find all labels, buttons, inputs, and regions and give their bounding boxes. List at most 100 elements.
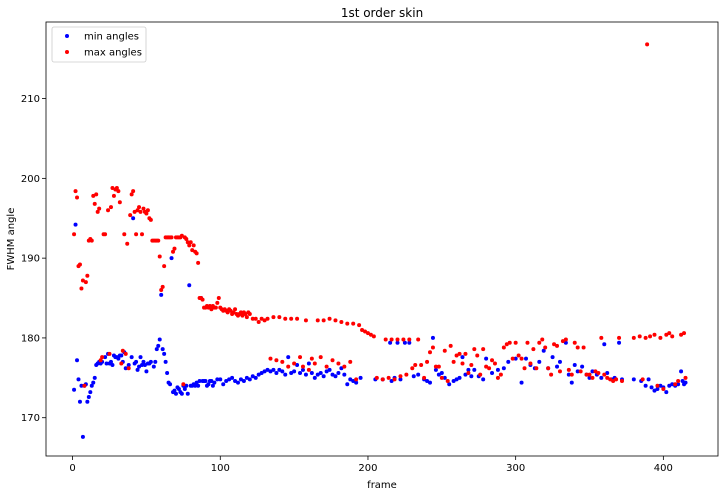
point-min-angles bbox=[345, 382, 350, 387]
point-max-angles bbox=[673, 382, 678, 387]
point-min-angles bbox=[398, 377, 403, 382]
point-min-angles bbox=[76, 377, 81, 382]
point-max-angles bbox=[587, 372, 592, 377]
point-min-angles bbox=[108, 359, 113, 364]
point-min-angles bbox=[575, 369, 580, 374]
point-max-angles bbox=[92, 201, 97, 206]
point-min-angles bbox=[447, 382, 452, 387]
point-max-angles bbox=[581, 345, 586, 350]
point-min-angles bbox=[89, 383, 94, 388]
point-max-angles bbox=[91, 193, 96, 198]
point-min-angles bbox=[580, 364, 585, 369]
point-max-angles bbox=[160, 284, 165, 289]
point-min-angles bbox=[247, 377, 252, 382]
point-min-angles bbox=[141, 359, 146, 364]
point-min-angles bbox=[271, 367, 276, 372]
point-max-angles bbox=[300, 364, 305, 369]
y-tick-label: 200 bbox=[21, 174, 40, 185]
point-max-angles bbox=[243, 311, 248, 316]
point-min-angles bbox=[605, 371, 610, 376]
point-max-angles bbox=[395, 337, 400, 342]
point-min-angles bbox=[104, 361, 109, 366]
point-min-angles bbox=[172, 388, 177, 393]
point-max-angles bbox=[490, 358, 495, 363]
point-max-angles bbox=[383, 337, 388, 342]
point-max-angles bbox=[648, 334, 653, 339]
point-min-angles bbox=[652, 388, 657, 393]
point-max-angles bbox=[225, 310, 230, 315]
point-min-angles bbox=[203, 379, 208, 384]
point-min-angles bbox=[433, 367, 438, 372]
point-max-angles bbox=[342, 364, 347, 369]
point-max-angles bbox=[371, 334, 376, 339]
point-max-angles bbox=[380, 377, 385, 382]
point-max-angles bbox=[94, 192, 99, 197]
point-max-angles bbox=[119, 361, 124, 366]
point-min-angles bbox=[206, 382, 211, 387]
point-max-angles bbox=[108, 205, 113, 210]
point-max-angles bbox=[466, 371, 471, 376]
point-min-angles bbox=[295, 363, 300, 368]
point-min-angles bbox=[563, 340, 568, 345]
point-max-angles bbox=[593, 369, 598, 374]
point-min-angles bbox=[524, 356, 528, 361]
point-max-angles bbox=[181, 382, 186, 387]
point-max-angles bbox=[85, 273, 90, 278]
point-max-angles bbox=[324, 364, 329, 369]
point-min-angles bbox=[256, 372, 261, 377]
point-max-angles bbox=[510, 356, 515, 361]
point-min-angles bbox=[599, 375, 604, 380]
point-max-angles bbox=[563, 337, 568, 342]
point-max-angles bbox=[643, 335, 648, 340]
point-max-angles bbox=[213, 305, 218, 310]
point-min-angles bbox=[649, 385, 654, 390]
point-max-angles bbox=[179, 233, 184, 238]
point-min-angles bbox=[165, 371, 170, 376]
point-max-angles bbox=[351, 321, 356, 326]
point-max-angles bbox=[683, 375, 688, 380]
point-max-angles bbox=[652, 332, 657, 337]
point-min-angles bbox=[428, 380, 432, 385]
point-max-angles bbox=[560, 339, 565, 344]
point-min-angles bbox=[679, 369, 684, 374]
point-min-angles bbox=[119, 353, 124, 358]
point-min-angles bbox=[75, 358, 80, 363]
point-min-angles bbox=[236, 380, 240, 385]
point-min-angles bbox=[555, 364, 560, 369]
point-min-angles bbox=[215, 377, 220, 382]
point-max-angles bbox=[661, 386, 666, 391]
point-max-angles bbox=[410, 366, 415, 371]
point-max-angles bbox=[433, 364, 438, 369]
point-max-angles bbox=[501, 345, 506, 350]
point-max-angles bbox=[256, 319, 261, 324]
point-max-angles bbox=[682, 331, 687, 336]
point-min-angles bbox=[162, 351, 167, 356]
point-min-angles bbox=[80, 434, 85, 439]
point-max-angles bbox=[148, 217, 153, 222]
point-max-angles bbox=[120, 348, 125, 353]
point-min-angles bbox=[670, 382, 675, 387]
point-max-angles bbox=[537, 340, 542, 345]
point-max-angles bbox=[590, 375, 595, 380]
point-max-angles bbox=[79, 286, 84, 291]
point-max-angles bbox=[667, 331, 672, 336]
point-min-angles bbox=[495, 367, 500, 372]
point-min-angles bbox=[658, 383, 663, 388]
x-tick-label: 100 bbox=[211, 463, 230, 474]
x-tick-label: 400 bbox=[654, 463, 673, 474]
point-max-angles bbox=[357, 323, 362, 328]
point-max-angles bbox=[552, 342, 557, 347]
point-min-angles bbox=[154, 347, 159, 352]
point-min-angles bbox=[646, 377, 651, 382]
point-max-angles bbox=[73, 189, 78, 194]
point-min-angles bbox=[454, 377, 459, 382]
point-max-angles bbox=[98, 358, 103, 363]
point-min-angles bbox=[184, 383, 189, 388]
point-max-angles bbox=[253, 316, 258, 321]
point-min-angles bbox=[481, 377, 486, 382]
point-max-angles bbox=[584, 372, 589, 377]
point-min-angles bbox=[79, 383, 84, 388]
point-max-angles bbox=[469, 363, 474, 368]
point-max-angles bbox=[442, 348, 447, 353]
point-max-angles bbox=[422, 375, 427, 380]
